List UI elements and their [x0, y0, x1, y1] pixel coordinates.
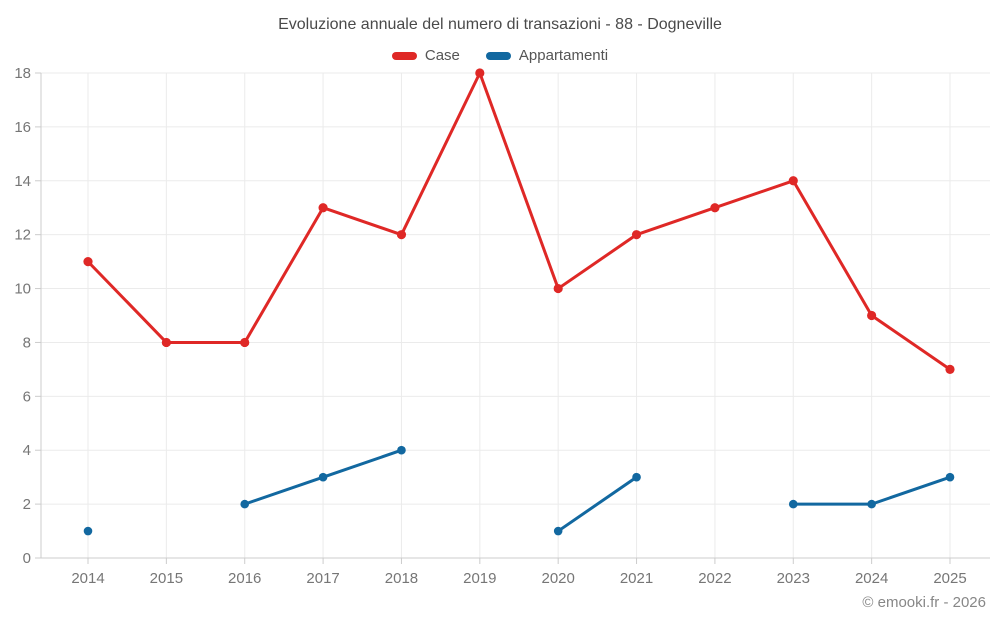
svg-text:2022: 2022 — [698, 570, 731, 587]
legend-item-appartamenti[interactable]: Appartamenti — [485, 47, 609, 64]
legend-item-case[interactable]: Case — [391, 47, 460, 64]
legend-swatch-case-icon — [391, 51, 417, 60]
legend-label-case: Case — [424, 47, 460, 64]
svg-text:10: 10 — [14, 281, 31, 298]
svg-text:2016: 2016 — [228, 570, 261, 587]
svg-text:18: 18 — [14, 65, 31, 82]
svg-text:2024: 2024 — [855, 570, 888, 587]
svg-text:2023: 2023 — [777, 570, 810, 587]
svg-text:4: 4 — [23, 442, 31, 459]
chart-title: Evoluzione annuale del numero di transaz… — [278, 16, 722, 33]
legend-swatch-appartamenti-icon — [485, 51, 511, 60]
svg-text:16: 16 — [14, 119, 31, 136]
svg-text:2: 2 — [23, 496, 31, 513]
svg-text:2019: 2019 — [463, 570, 496, 587]
svg-text:2014: 2014 — [71, 570, 104, 587]
chart-legend: Case Appartamenti — [0, 47, 1000, 64]
svg-text:6: 6 — [23, 388, 31, 405]
svg-text:2021: 2021 — [620, 570, 653, 587]
svg-text:12: 12 — [14, 227, 31, 244]
svg-text:2020: 2020 — [541, 570, 574, 587]
svg-text:2018: 2018 — [385, 570, 418, 587]
svg-text:2015: 2015 — [150, 570, 183, 587]
svg-text:2025: 2025 — [933, 570, 966, 587]
svg-text:8: 8 — [23, 334, 31, 351]
svg-text:0: 0 — [23, 550, 31, 567]
legend-label-appartamenti: Appartamenti — [518, 47, 609, 64]
svg-text:14: 14 — [14, 173, 31, 190]
copyright-credit: © emooki.fr - 2026 — [862, 594, 986, 611]
svg-text:2017: 2017 — [306, 570, 339, 587]
